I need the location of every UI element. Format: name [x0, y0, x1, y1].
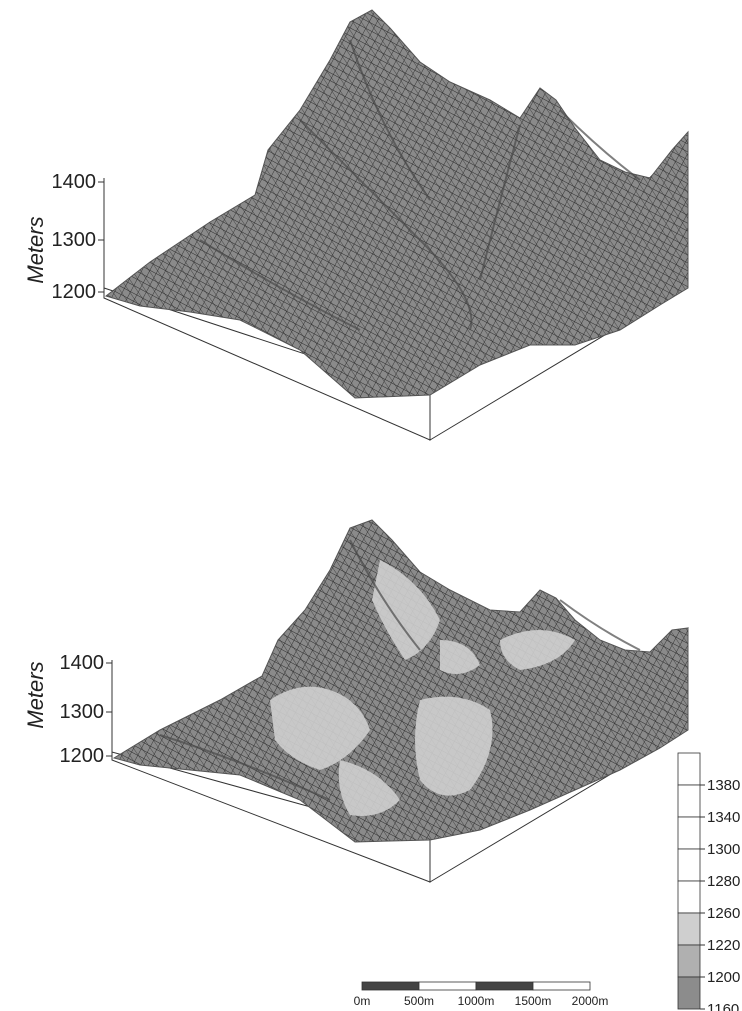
panel-1-z-tick-1200: 1200 [52, 281, 97, 303]
legend-tick-label: 1300 [707, 841, 740, 858]
scale-bar-segment [475, 981, 534, 991]
scale-bar-segment [418, 981, 477, 991]
panel-2-axis-title: Meters [23, 661, 48, 728]
legend-swatch [677, 848, 701, 882]
legend-swatch [677, 784, 701, 818]
scale-bar-segment [361, 981, 420, 991]
legend-swatch [677, 880, 701, 914]
legend-swatch [677, 752, 701, 786]
legend-tick-label: 1220 [707, 937, 740, 954]
panel-2-highlight-zones [270, 560, 575, 816]
panel-1-ridge-lines [199, 39, 641, 331]
scale-bar-label: 500m [404, 994, 434, 1008]
panel-2-z-tick-1300: 1300 [60, 701, 105, 723]
legend-tick-label: 1260 [707, 905, 740, 922]
legend-swatch [677, 912, 701, 946]
panel-2-z-tick-1400: 1400 [60, 652, 105, 674]
panel-1-z-tick-1300: 1300 [52, 229, 97, 251]
scale-bar-label: 0m [354, 994, 371, 1008]
legend-tick-label: 1200 [707, 969, 740, 986]
elevation-legend: 1380 1340 1300 1280 1260 1220 1200 1160 [677, 752, 740, 1011]
legend-tick-label: 1340 [707, 809, 740, 826]
scale-bar-segment [532, 981, 591, 991]
legend-swatch [677, 944, 701, 978]
legend-tick-label: 1280 [707, 873, 740, 890]
panel-2-z-tick-1200: 1200 [60, 745, 105, 767]
legend-tick-label: 1380 [707, 777, 740, 794]
distance-scale-bar: 0m 500m 1000m 1500m 2000m [354, 981, 609, 1008]
legend-tick-label: 1160 [707, 1001, 739, 1011]
legend-swatch [677, 976, 701, 1010]
scale-bar-label: 1500m [515, 994, 552, 1008]
scale-bar-label: 2000m [572, 994, 609, 1008]
scale-bar-label: 1000m [458, 994, 495, 1008]
panel-2-terrain-mesh-overlay [114, 520, 688, 842]
panel-1-surface-plot: 1400 1300 1200 Meters [23, 9, 689, 441]
panel-1-z-tick-1400: 1400 [52, 171, 97, 193]
legend-swatch [677, 816, 701, 850]
panel-1-terrain-mesh-overlay [106, 10, 688, 398]
panel-1-axis-title: Meters [23, 216, 48, 283]
panel-2-surface-plot: 1400 1300 1200 Meters [23, 519, 689, 883]
panel-2-ridge-lines [159, 539, 641, 801]
